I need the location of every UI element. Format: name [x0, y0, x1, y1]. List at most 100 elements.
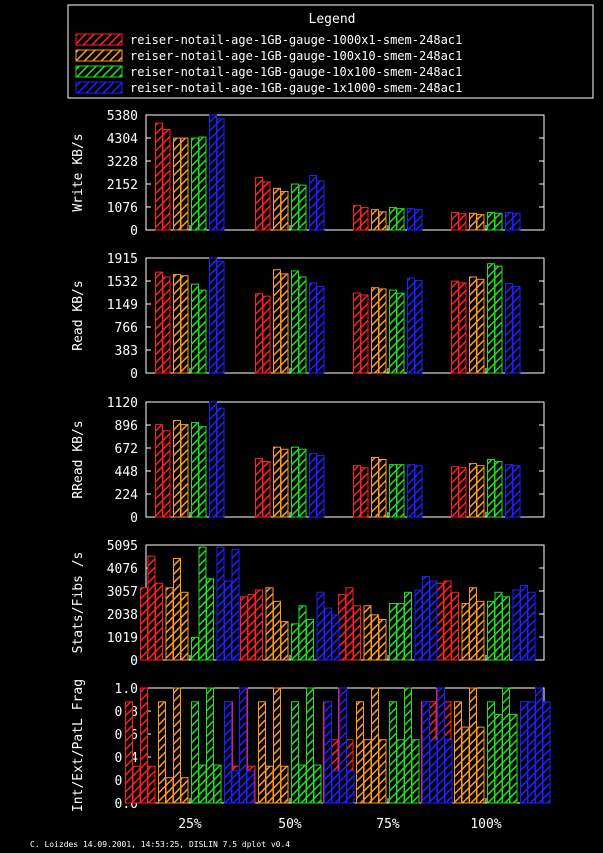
bar-2-25pct-4	[180, 777, 189, 804]
bar-3-50pct-1	[291, 183, 299, 231]
bar-1-50pct-2	[262, 461, 271, 518]
panel-3: 0 224 448 672 896 1120 RRead KB/s	[71, 396, 545, 526]
bar-1-25pct-1	[125, 701, 133, 804]
bar-4-50pct-1	[316, 591, 325, 661]
bar-2-100pct-2	[476, 214, 485, 231]
y-tick-label: 0	[130, 654, 138, 669]
bar-4-50pct-1	[309, 174, 317, 231]
bar-2-50pct-1	[273, 446, 281, 518]
bar-3-75pct-3	[404, 591, 412, 661]
bar-1-50pct-1	[255, 293, 263, 374]
bar-2-50pct-2	[280, 273, 289, 374]
bar-3-100pct-3	[502, 596, 510, 661]
bar-2-75pct-1	[363, 605, 372, 661]
bar-4-100pct-1	[505, 464, 513, 518]
y-tick-label: 1149	[107, 298, 138, 313]
bar-3-25pct-1	[191, 283, 199, 374]
y-tick-label: 1915	[107, 252, 138, 267]
legend-title: Legend	[309, 12, 356, 27]
panel-2: 0 383 766 1149 1532 1915 Read KB/s	[71, 252, 545, 382]
bar-3-100pct-1	[487, 263, 495, 374]
bar-3-50pct-2	[298, 448, 307, 518]
bar-1-50pct-3	[255, 589, 263, 661]
bar-3-100pct-2	[494, 591, 503, 661]
bar-4-50pct-2	[316, 454, 325, 518]
bar-3-25pct-2	[198, 426, 207, 518]
y-tick-label: 1120	[107, 396, 138, 411]
bar-3-100pct-2	[494, 713, 503, 804]
bar-1-25pct-1	[155, 122, 163, 231]
bar-2-100pct-1	[454, 701, 462, 804]
y-axis-label: Int/Ext/PatL Frag	[71, 679, 86, 812]
bar-3-75pct-1	[389, 464, 397, 518]
bar-2-75pct-4	[378, 739, 387, 804]
bar-2-50pct-1	[258, 701, 266, 804]
bar-1-100pct-2	[443, 580, 452, 661]
bar-3-100pct-4	[509, 713, 518, 804]
bar-3-100pct-1	[487, 211, 495, 231]
bar-4-75pct-3	[437, 687, 445, 804]
bar-4-100pct-1	[505, 211, 513, 231]
bar-3-50pct-2	[298, 184, 307, 231]
bar-4-25pct-2	[224, 580, 232, 661]
bar-3-75pct-2	[396, 208, 405, 231]
x-tick-label: 100%	[470, 817, 501, 832]
bar-4-25pct-1	[209, 114, 217, 231]
bar-3-50pct-2	[298, 605, 307, 661]
bar-4-25pct-2	[231, 770, 240, 804]
bar-2-100pct-1	[469, 212, 477, 231]
bar-4-50pct-2	[331, 770, 340, 804]
bar-2-25pct-1	[173, 419, 181, 518]
bar-1-25pct-2	[162, 276, 171, 374]
bar-4-25pct-1	[209, 257, 217, 374]
plot-frame	[145, 257, 545, 374]
legend-entry-1: reiser-notail-age-1GB-gauge-1000x1-smem-…	[130, 33, 462, 47]
bar-4-25pct-4	[246, 770, 255, 804]
bar-4-25pct-1	[216, 546, 225, 661]
bar-4-100pct-2	[520, 585, 528, 661]
bar-4-75pct-1	[422, 701, 430, 804]
bar-4-75pct-2	[422, 575, 430, 661]
bar-2-100pct-1	[461, 603, 470, 661]
y-tick-label: 2152	[107, 178, 138, 193]
bar-2-100pct-2	[469, 587, 477, 661]
bar-3-100pct-1	[487, 459, 495, 518]
bar-3-100pct-3	[502, 687, 510, 804]
bar-2-75pct-1	[371, 456, 379, 518]
legend-swatch-3	[75, 65, 123, 78]
bar-2-75pct-1	[371, 287, 379, 374]
y-axis-label: Stats/Fibs /s	[71, 552, 86, 654]
bar-4-100pct-3	[535, 687, 543, 804]
bar-3-75pct-1	[389, 289, 397, 374]
y-tick-label: 0	[130, 367, 138, 382]
bar-2-50pct-4	[280, 765, 289, 804]
bar-4-100pct-3	[527, 591, 536, 661]
y-tick-label: 3057	[107, 585, 138, 600]
bar-2-75pct-2	[363, 739, 372, 804]
bar-2-50pct-2	[280, 191, 289, 231]
bar-2-25pct-1	[173, 137, 181, 231]
bar-3-50pct-2	[298, 276, 307, 374]
bar-2-25pct-3	[180, 591, 189, 661]
bar-2-25pct-2	[173, 557, 181, 661]
legend-entry-2: reiser-notail-age-1GB-gauge-100x10-smem-…	[130, 49, 462, 63]
bar-2-100pct-2	[476, 465, 485, 518]
bar-1-100pct-2	[458, 213, 467, 231]
bar-4-100pct-2	[527, 701, 536, 804]
bar-3-75pct-4	[411, 739, 420, 804]
bar-2-50pct-2	[280, 448, 289, 518]
bar-4-50pct-2	[324, 607, 332, 661]
y-tick-label: 5095	[107, 539, 138, 554]
bar-4-100pct-2	[512, 286, 521, 374]
bar-4-25pct-1	[224, 701, 232, 804]
bar-3-75pct-2	[396, 464, 405, 518]
bar-4-100pct-2	[512, 212, 521, 231]
bar-2-25pct-1	[173, 274, 181, 374]
bar-4-25pct-2	[216, 260, 225, 374]
bar-3-50pct-3	[306, 618, 314, 661]
bar-1-75pct-1	[338, 594, 346, 661]
bar-3-75pct-1	[389, 207, 397, 231]
legend-swatch-1	[75, 33, 123, 46]
bar-3-50pct-1	[291, 623, 299, 661]
bar-3-75pct-2	[396, 292, 405, 374]
